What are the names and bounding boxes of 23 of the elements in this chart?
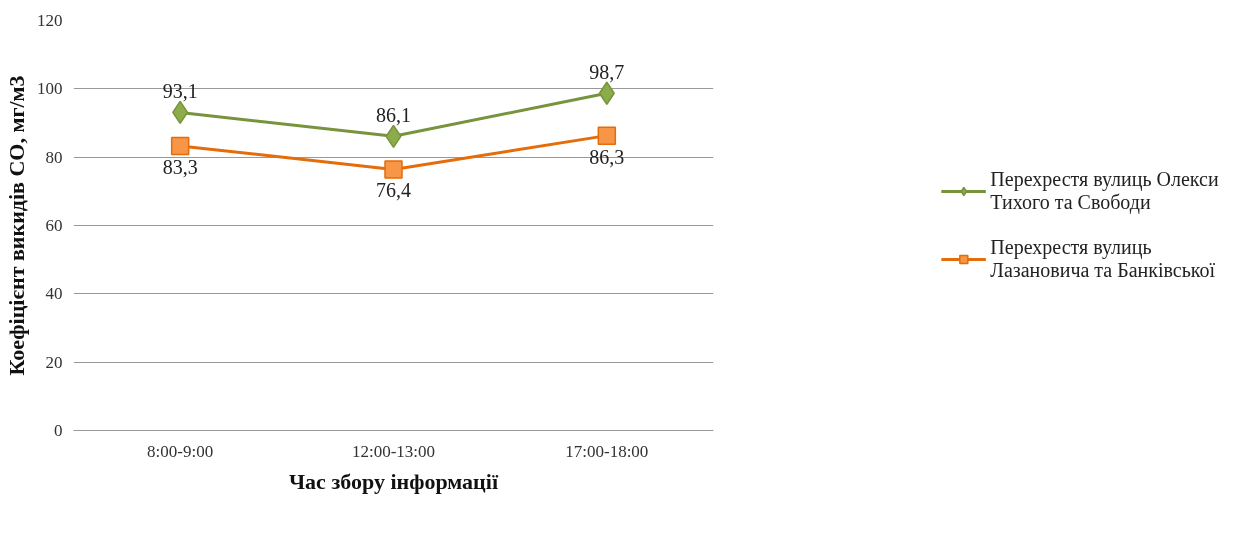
data-label: 93,1 <box>162 80 198 103</box>
x-tick-label: 17:00-18:00 <box>565 441 649 461</box>
legend-label: Перехрестя вулиць Олекси Тихого та Свободи <box>990 167 1219 216</box>
data-label: 83,3 <box>162 155 198 178</box>
point <box>384 160 403 179</box>
y-tick-label: 120 <box>37 11 63 30</box>
y-tick-label: 100 <box>37 79 63 99</box>
data-label: 86,1 <box>376 104 411 127</box>
y-tick-label: 80 <box>45 147 63 167</box>
data-label: 86,3 <box>589 145 625 168</box>
point <box>170 136 190 156</box>
data-label: 98,7 <box>589 61 625 84</box>
y-tick-label: 60 <box>45 216 63 235</box>
x-tick-label: 12:00-13:00 <box>351 441 436 461</box>
x-axis-title: Час збору інформації <box>288 468 499 494</box>
y-tick-label: 40 <box>45 284 63 304</box>
y-tick-label: 20 <box>45 352 63 372</box>
legend-label: Перехрестя вулиць Лазановича та Банківської <box>990 235 1216 283</box>
data-label: 76,4 <box>376 179 411 202</box>
x-tick-label: 8:00-9:00 <box>147 441 214 461</box>
point <box>597 126 617 145</box>
y-axis-title: Коефіцієнт викидів СО, мг/м3 <box>4 75 29 376</box>
y-tick-label: 0 <box>54 421 63 440</box>
